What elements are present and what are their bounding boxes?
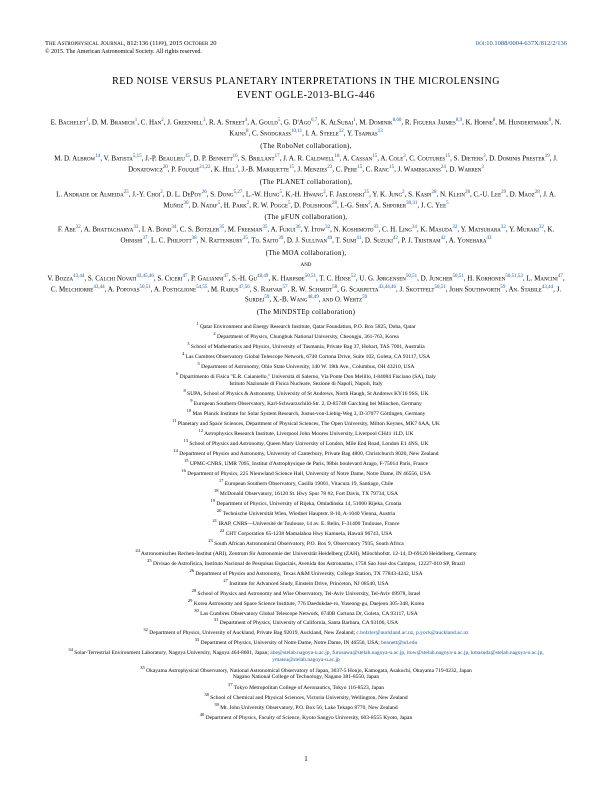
affiliation-line: 33 Department of Physics, University of … xyxy=(45,637,567,647)
affiliation-line: 13 School of Physics and Astronomy, Quee… xyxy=(45,438,567,448)
affiliation-line: 10 Max Planck Institute for Solar System… xyxy=(45,408,567,418)
affiliation-line: 18 McDonald Observatory, 16120 St. Hwy S… xyxy=(45,488,567,498)
collab-1: (The RoboNet collaboration), xyxy=(45,142,567,151)
affiliation-line: 32 Department of Physics, University of … xyxy=(45,627,567,637)
author-block-3: L. Andrade de Almeida25, J.-Y. Choi2, D.… xyxy=(45,189,567,211)
affiliation-line: Nagano National College of Technology, N… xyxy=(45,674,567,681)
collab-4: (The MOA collaboration), xyxy=(45,249,567,258)
journal-citation: The Astrophysical Journal, 812:136 (11pp… xyxy=(45,40,216,48)
affiliation-line: 40 Department of Physics, Faculty of Sci… xyxy=(45,712,567,722)
affiliation-line: 17 European Southern Observatory, Casill… xyxy=(45,478,567,488)
affiliation-line: 14 Department of Physics and Astronomy, … xyxy=(45,448,567,458)
affiliation-line: 22 CHT Corporation 65-1238 Mamalahoa Hwy… xyxy=(45,528,567,538)
affiliation-line: 4 Las Cumbres Observatory Global Telesco… xyxy=(45,351,567,361)
affiliation-line: 1 Qatar Environment and Energy Research … xyxy=(45,321,567,331)
title-line-2: EVENT OGLE-2013-BLG-446 xyxy=(237,90,375,101)
affiliation-block: 1 Qatar Environment and Energy Research … xyxy=(45,321,567,721)
collab-3: (The μFUN collaboration), xyxy=(45,213,567,222)
affiliation-line: 34 Solar-Terrestrial Environment Laborat… xyxy=(45,647,567,664)
affiliation-line: 3 School of Mathematics and Physics, Uni… xyxy=(45,341,567,351)
author-block-2: M. D. Albrow14, V. Batista5,15, J.-P. Be… xyxy=(45,153,567,175)
affiliation-line: 27 Institute for Advanced Study, Einstei… xyxy=(45,578,567,588)
collab-5: (The MiNDSTEp collaboration) xyxy=(45,308,567,317)
collab-2: (The PLANET collaboration), xyxy=(45,178,567,187)
affiliation-line: 39 Mt. John University Observatory, P.O.… xyxy=(45,702,567,712)
affiliation-line: 21 IRAP, CNRS—Université de Toulouse, 14… xyxy=(45,518,567,528)
affiliation-line: 9 European Southern Observatory, Karl-Sc… xyxy=(45,398,567,408)
article-title: RED NOISE VERSUS PLANETARY INTERPRETATIO… xyxy=(45,75,567,103)
affiliation-line: 37 Tokyo Metropolitan College of Aeronau… xyxy=(45,682,567,692)
affiliation-line: 25 Divisao de Astrofisica, Instituto Nac… xyxy=(45,558,567,568)
affiliation-line: 31 Department of Physics, University of … xyxy=(45,617,567,627)
affiliation-line: 2 Department of Physics, Chungbuk Nation… xyxy=(45,331,567,341)
affiliation-line: 8 SUPA, School of Physics & Astronomy, U… xyxy=(45,388,567,398)
affiliation-line: Istituto Nazionale di Fisica Nucleare, S… xyxy=(45,381,567,388)
author-block-5: V. Bozza43,44, S. Calchi Novati43,45,46,… xyxy=(45,273,567,305)
page-number: 1 xyxy=(0,755,612,764)
affiliation-line: 35 Okayama Astrophysical Observatory, Na… xyxy=(45,665,567,675)
affiliation-line: 5 Department of Astronomy, Ohio State Un… xyxy=(45,361,567,371)
affiliation-line: 30 Las Cumbres Observatory Global Telesc… xyxy=(45,608,567,618)
affiliation-line: 20 Technische Universität Wien, Wiedner … xyxy=(45,508,567,518)
affiliation-line: 28 School of Physics and Astronomy and W… xyxy=(45,588,567,598)
affiliation-line: 19 Department of Physics, University of … xyxy=(45,498,567,508)
affiliation-line: 26 Department of Physics and Astronomy, … xyxy=(45,568,567,578)
author-block-1: E. Bachelet1, D. M. Bramich1, C. Han2, J… xyxy=(45,117,567,139)
title-line-1: RED NOISE VERSUS PLANETARY INTERPRETATIO… xyxy=(112,76,500,87)
and-text: and xyxy=(45,261,567,269)
copyright-text: © 2015. The American Astronomical Societ… xyxy=(45,49,567,57)
author-block-4: F. Abe32, A. Bhattacharya33, I. A. Bond3… xyxy=(45,224,567,246)
affiliation-line: 16 Department of Physics, 225 Nieuwland … xyxy=(45,468,567,478)
affiliation-line: 12 Astrophysics Research Institute, Live… xyxy=(45,428,567,438)
affiliation-line: 29 Korea Astronomy and Space Science Ins… xyxy=(45,598,567,608)
affiliation-line: 23 South African Astronomical Observator… xyxy=(45,538,567,548)
doi-link[interactable]: doi:10.1088/0004-637X/812/2/136 xyxy=(476,40,567,48)
affiliation-line: 6 Dipartimento di Fisica "E.R. Caianiell… xyxy=(45,371,567,381)
affiliation-line: 11 Planetary and Space Sciences, Departm… xyxy=(45,418,567,428)
affiliation-line: 38 School of Chemical and Physical Scien… xyxy=(45,692,567,702)
affiliation-line: 24 Astronomisches Rechen-Institut (ARI),… xyxy=(45,548,567,558)
affiliation-line: 15 UPMC-CNRS, UMR 7095, Institut d'Astro… xyxy=(45,458,567,468)
